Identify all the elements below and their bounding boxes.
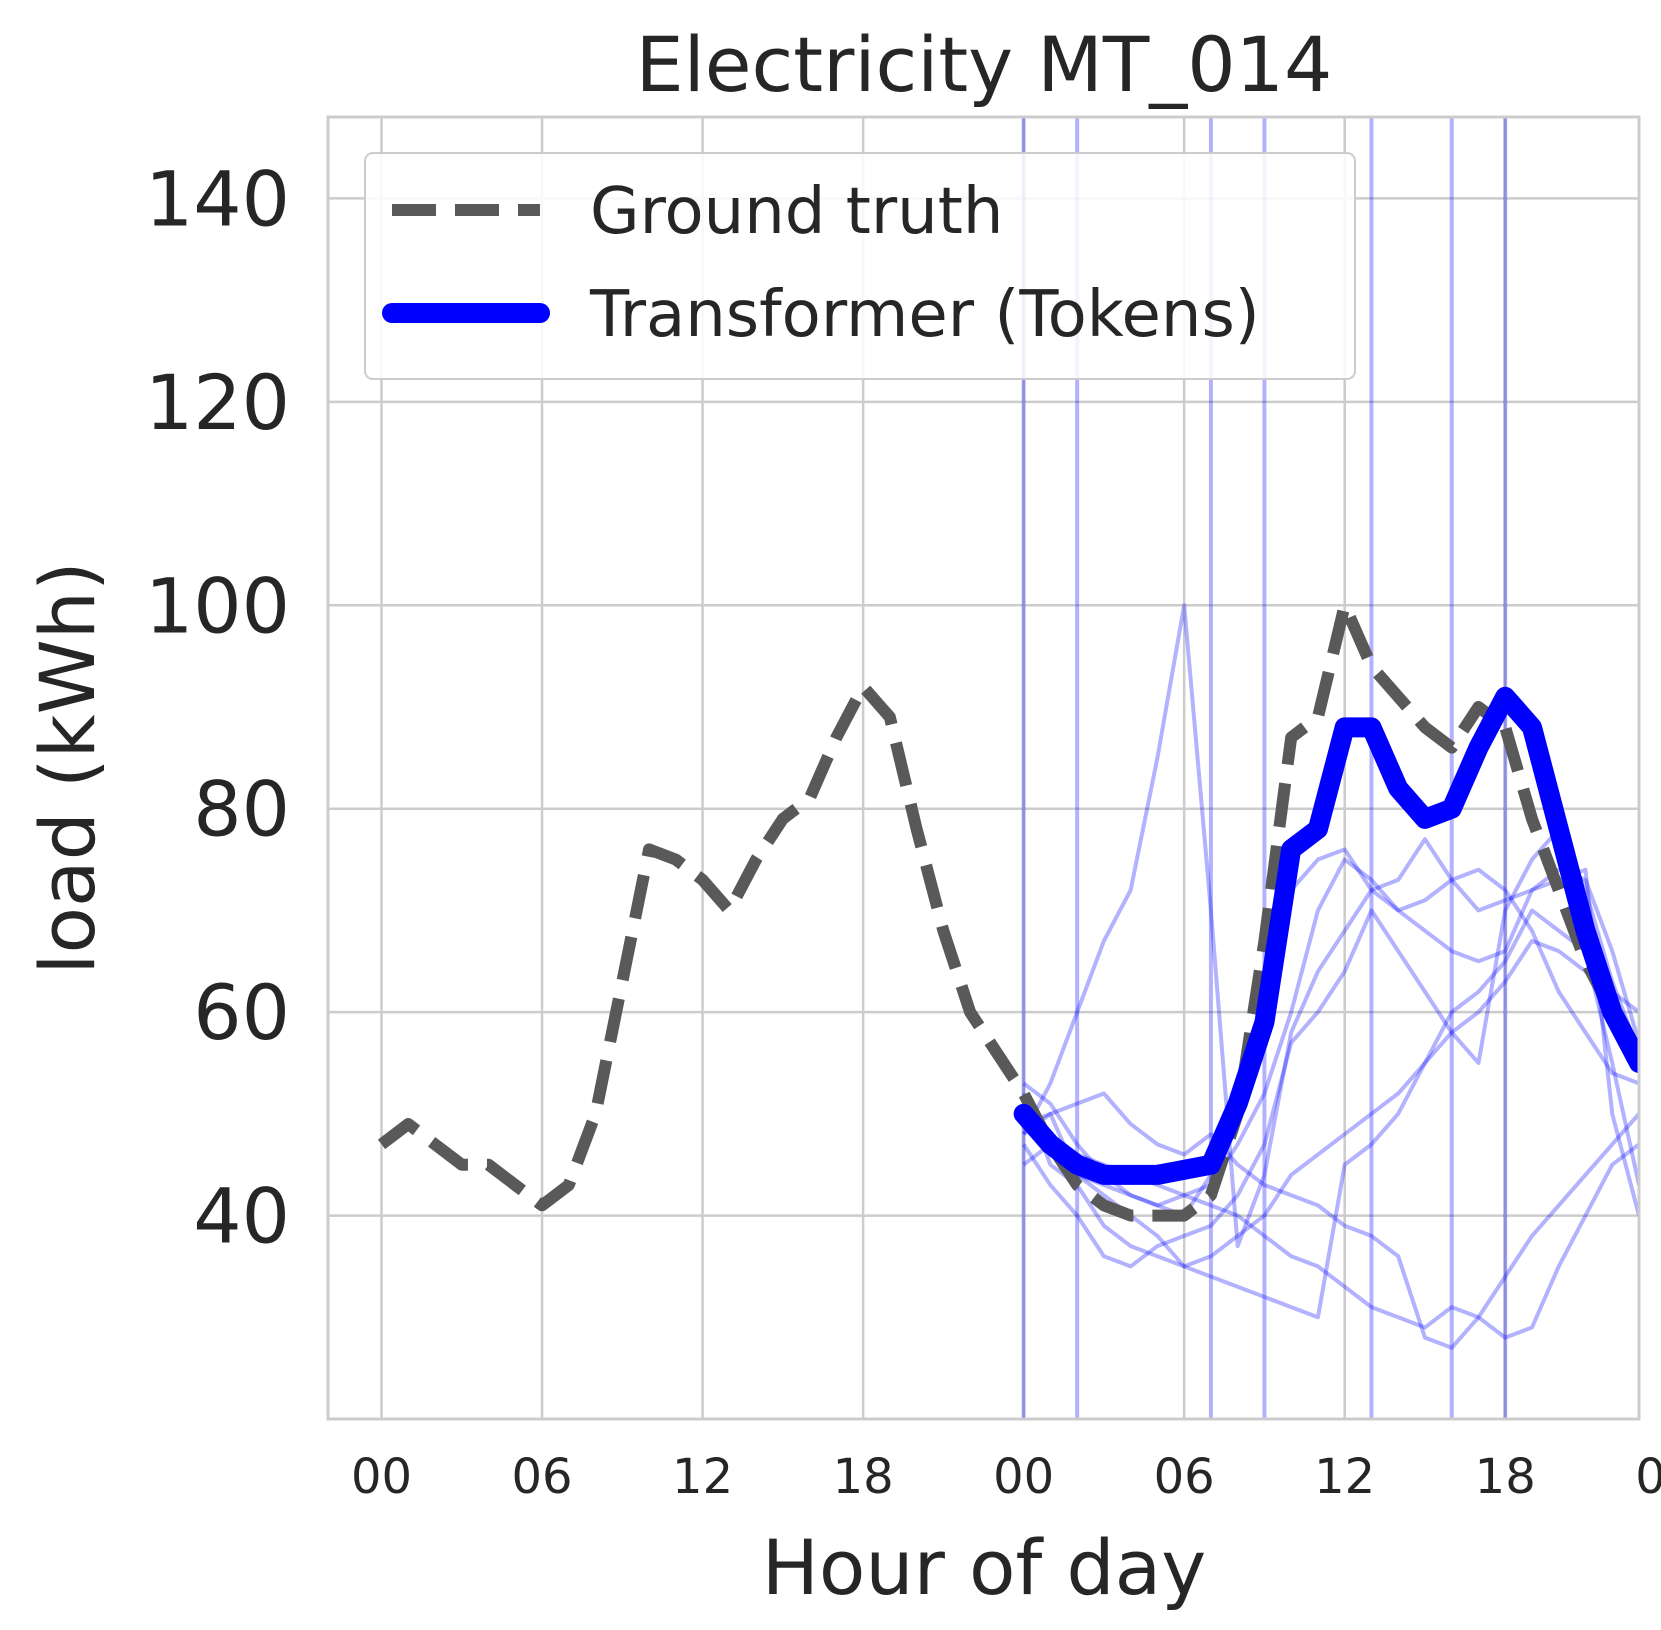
sample-series-line xyxy=(1022,847,1639,1218)
x-tick-label: 00 xyxy=(351,1449,412,1505)
x-tick-label: 18 xyxy=(833,1449,894,1505)
x-tick-label: 12 xyxy=(1314,1449,1375,1505)
tick-labels: 00 06 12 18 00 06 12 18 00 40 60 80 100 120 140 xyxy=(145,154,1661,1505)
x-tick-label: 06 xyxy=(512,1449,573,1505)
sample-series-line xyxy=(1021,603,1639,1249)
y-tick-label: 40 xyxy=(193,1172,290,1261)
sample-series-line xyxy=(1021,938,1639,1269)
legend-box xyxy=(364,152,1356,380)
chart-title: Electricity MT_014 xyxy=(636,20,1333,109)
legend-label-transformer: Transformer (Tokens) xyxy=(589,278,1260,352)
legend-label-ground-truth: Ground truth xyxy=(590,175,1003,249)
y-axis-label: load (kWh) xyxy=(23,561,112,974)
y-tick-label: 80 xyxy=(193,765,290,854)
y-tick-label: 140 xyxy=(145,154,290,243)
ground-truth-line xyxy=(377,599,1639,1222)
y-tick-label: 60 xyxy=(193,968,290,1057)
sample-series-line xyxy=(1021,827,1639,1269)
x-tick-label: 18 xyxy=(1475,1449,1536,1505)
legend: Ground truth Transformer (Tokens) xyxy=(364,152,1356,380)
plot-frame xyxy=(326,115,1641,1421)
x-axis-label: Hour of day xyxy=(762,1523,1206,1612)
main-series xyxy=(377,599,1639,1222)
x-tick-label: 06 xyxy=(1154,1449,1215,1505)
y-tick-label: 100 xyxy=(145,561,290,650)
y-tick-label: 120 xyxy=(145,358,290,447)
transformer-forecast-line xyxy=(1013,686,1639,1185)
x-tick-label: 00 xyxy=(1635,1449,1661,1505)
plot-area xyxy=(377,117,1639,1419)
x-tick-label: 12 xyxy=(672,1449,733,1505)
sample-series-line xyxy=(1022,1091,1639,1350)
sample-series-line xyxy=(1021,857,1639,1208)
x-tick-label: 00 xyxy=(993,1449,1054,1505)
